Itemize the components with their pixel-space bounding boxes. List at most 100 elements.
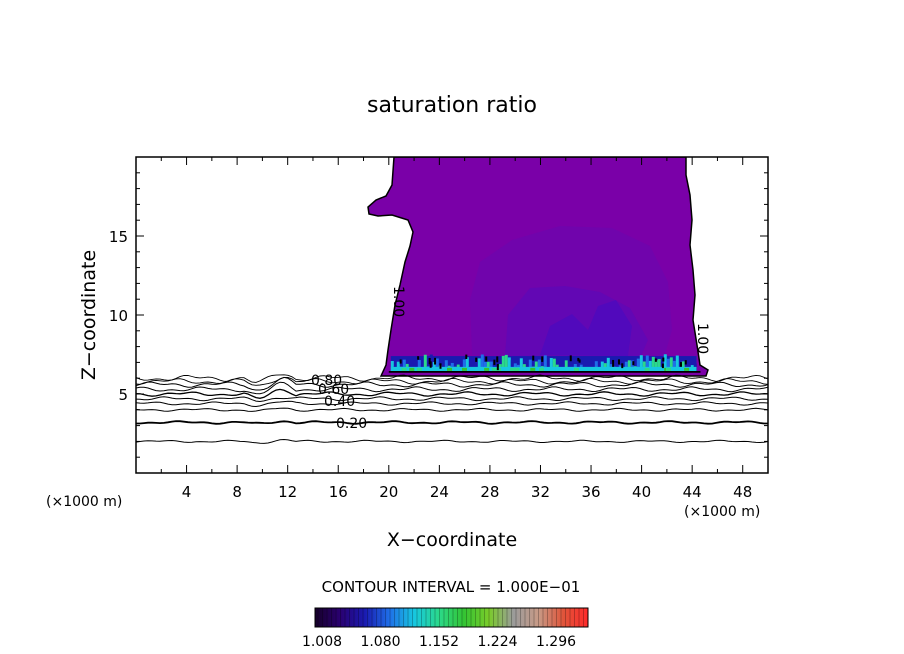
band-green-spot [401, 367, 407, 371]
band-green-spot [461, 367, 467, 371]
band-green-spot [538, 367, 544, 371]
band-dark-fleck [621, 363, 624, 369]
band-cell [684, 358, 688, 372]
band-cell [462, 359, 466, 372]
colorbar-label-2: 1.152 [419, 634, 459, 650]
x-tick-label-11: 48 [733, 483, 752, 501]
y-axis: 5 10 15 [109, 172, 768, 458]
x-tick-label-6: 28 [480, 483, 499, 501]
contour-line [136, 438, 768, 444]
band-cell [507, 357, 511, 372]
contour-lines [136, 374, 768, 444]
y-tick-label-2: 15 [109, 228, 128, 246]
x-tick-label-10: 44 [683, 483, 702, 501]
band-green-spot [514, 367, 520, 371]
x-tick-label-0: 4 [182, 483, 192, 501]
band-cell [606, 357, 610, 372]
band-cell [666, 358, 670, 372]
colorbar-frame [314, 607, 589, 628]
band-cell [648, 360, 652, 372]
band-dark-fleck [465, 354, 468, 359]
band-cell [411, 360, 415, 372]
band-dark-fleck [429, 361, 432, 368]
contour-label-0-60: 0.60 [318, 382, 349, 398]
contour-label-0-40: 0.40 [324, 394, 355, 410]
x-tick-label-1: 8 [232, 483, 242, 501]
band-dark-fleck [485, 356, 488, 362]
band-cell [528, 359, 532, 372]
band-cell [390, 361, 394, 372]
band-green-spot [491, 367, 497, 371]
band-cell [504, 354, 508, 372]
band-dark-fleck [654, 358, 657, 362]
band-dark-fleck [612, 359, 615, 367]
band-cell [486, 361, 490, 372]
band-dark-fleck [661, 363, 664, 369]
band-dark-fleck [679, 362, 682, 367]
band-cell [564, 360, 568, 372]
contour-interval-note: CONTOUR INTERVAL = 1.000E−01 [322, 578, 581, 596]
band-cell [600, 361, 604, 372]
high-saturation-band [388, 354, 701, 373]
band-cell [417, 360, 421, 372]
x-unit-left: (×1000 m) [46, 494, 122, 510]
band-cell [567, 356, 571, 372]
contour-line [136, 388, 768, 399]
band-cell [537, 359, 541, 372]
band-cell [519, 358, 523, 372]
y-tick-label-1: 10 [109, 307, 128, 325]
band-green-spot [447, 367, 453, 371]
band-green-spot [409, 367, 415, 371]
band-dark-fleck [428, 357, 431, 365]
band-dark-fleck [578, 359, 581, 363]
band-cell [675, 355, 679, 372]
colorbar-stripes [317, 608, 584, 627]
band-cell [549, 357, 553, 372]
x-tick-label-9: 40 [632, 483, 651, 501]
contour-line [136, 420, 768, 425]
band-cell [645, 355, 649, 372]
contour-label-0-20: 0.20 [336, 416, 367, 432]
band-green-spot [484, 367, 490, 371]
band-cell [636, 358, 640, 372]
band-green-spot [510, 367, 516, 371]
band-cell [471, 361, 475, 372]
band-cell [483, 361, 487, 372]
band-cell [651, 356, 655, 372]
colorbar-label-1: 1.080 [360, 634, 400, 650]
band-green-spot [416, 367, 422, 371]
band-cell [480, 354, 484, 372]
band-cell [510, 360, 514, 372]
band-cell [444, 360, 448, 372]
band-cell [489, 361, 493, 372]
band-cell [435, 358, 439, 372]
chart-title: saturation ratio [367, 93, 537, 118]
contour-label-1-00-right: 1.00 [694, 323, 710, 354]
band-cell [543, 355, 547, 372]
band-dark-fleck [417, 356, 420, 360]
band-dark-fleck [475, 357, 478, 362]
contour-line [136, 381, 768, 395]
band-cell [681, 361, 685, 372]
band-cell [414, 358, 418, 372]
x-tick-label-3: 16 [329, 483, 348, 501]
band-green-spot [665, 367, 671, 371]
band-cell [663, 354, 667, 372]
band-cell [582, 356, 586, 372]
band-dark-fleck [496, 363, 499, 371]
band-cell [441, 361, 445, 372]
band-cell [657, 358, 661, 372]
x-unit-right: (×1000 m) [684, 504, 760, 520]
y-axis-label: Z−coordinate [78, 250, 100, 380]
colorbar-label-3: 1.224 [477, 634, 517, 650]
band-dark-fleck [569, 355, 572, 362]
x-axis: 4 8 12 16 20 24 28 32 36 40 44 48 [160, 157, 752, 501]
colorbar-label-4: 1.296 [536, 634, 576, 650]
band-cell [465, 357, 469, 372]
contour-line [136, 396, 768, 403]
band-cell [408, 358, 412, 372]
band-cell [642, 361, 646, 372]
contour-label-1-00-left: 1.00 [390, 286, 406, 317]
band-green-spot [644, 367, 650, 371]
band-cell [594, 361, 598, 372]
